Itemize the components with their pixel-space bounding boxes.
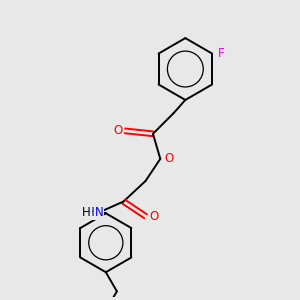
Text: H: H: [82, 206, 91, 219]
Text: F: F: [218, 47, 224, 60]
Text: HN: HN: [86, 206, 104, 219]
Text: O: O: [113, 124, 122, 137]
Text: O: O: [164, 152, 173, 165]
Text: N: N: [95, 206, 104, 219]
Text: O: O: [149, 210, 158, 223]
